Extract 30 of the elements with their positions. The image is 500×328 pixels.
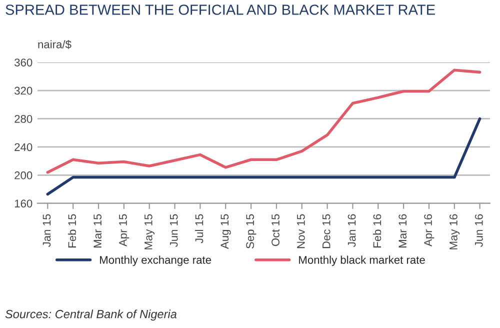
chart-title: SPREAD BETWEEN THE OFFICIAL AND BLACK MARKET RATE [6,4,435,15]
x-tick-label: Feb 16 [372,214,382,248]
x-tick-label: Jun 15 [170,214,178,247]
x-tick-label: Nov 15 [297,214,305,248]
y-tick-label: 160 [14,200,32,208]
x-tick-label: Dec 15 [322,214,330,248]
x-tick-label: Jan 16 [348,214,356,247]
x-tick-label: Apr 16 [424,214,434,246]
x-tick-label: May 16 [450,214,460,250]
x-tick-label: Oct 15 [272,214,280,246]
x-tick-label: Jul 15 [195,214,204,244]
y-tick-label: 320 [14,86,32,95]
x-tick-label: Mar 15 [94,214,102,248]
x-tick-label: Mar 16 [398,214,407,248]
x-tick-label: Jun 16 [474,214,483,247]
y-axis-title: naira/$ [38,40,72,49]
y-tick-label: 280 [14,115,32,123]
x-tick-label: Feb 15 [68,214,76,248]
y-tick-label: 200 [14,171,32,180]
source-note: Sources: Central Bank of Nigeria [5,310,177,321]
legend-label: Monthly exchange rate [100,256,212,266]
y-tick-label: 360 [14,58,32,66]
line-series [46,68,482,174]
x-tick-label: Apr 15 [119,214,130,246]
x-tick-label: Aug 15 [220,214,231,249]
legend-label: Monthly black market rate [299,256,425,266]
x-tick-label: May 15 [144,214,155,250]
x-tick-label: Sep 15 [246,214,256,248]
x-tick-label: Jan 15 [42,214,51,247]
y-tick-label: 240 [14,143,32,152]
